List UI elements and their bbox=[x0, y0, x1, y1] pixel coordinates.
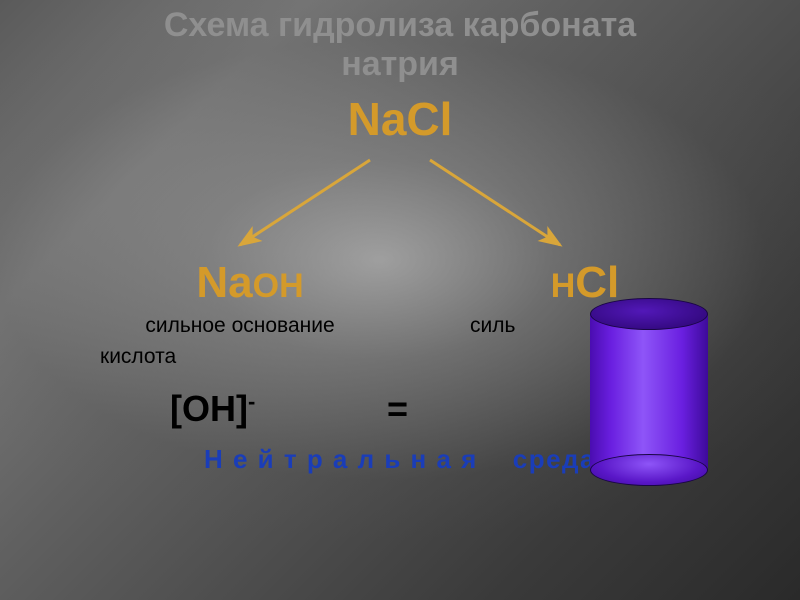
ion-left-base: [OH] bbox=[170, 388, 248, 429]
cylinder-bottom bbox=[590, 454, 708, 486]
branch-left-small: OH bbox=[253, 267, 304, 305]
title-line-2: натрия bbox=[341, 45, 459, 83]
branch-left: NaOH bbox=[120, 258, 380, 308]
ion-equals: = bbox=[387, 388, 408, 430]
arrow-left bbox=[240, 160, 370, 245]
branch-left-big: Na bbox=[196, 258, 252, 307]
ion-left-sup: - bbox=[248, 389, 255, 414]
decomposition-arrows bbox=[0, 150, 800, 260]
env-spaced: Н е й т р а л ь н а я bbox=[204, 444, 478, 474]
title-line-1: Схема гидролиза карбоната bbox=[164, 6, 636, 44]
main-formula: NaCl bbox=[0, 92, 800, 146]
branch-right-small: H bbox=[551, 267, 576, 305]
cylinder-graphic bbox=[590, 298, 708, 486]
arrow-right bbox=[430, 160, 560, 245]
desc-left-line2: кислота bbox=[100, 345, 270, 369]
cylinder-top bbox=[590, 298, 708, 330]
desc-left-line1: сильное основание bbox=[100, 314, 380, 338]
env-word2: среда bbox=[513, 444, 596, 474]
ion-left: [OH]- bbox=[170, 388, 255, 430]
slide-title: Схема гидролиза карбоната натрия bbox=[0, 6, 800, 84]
cylinder-body bbox=[590, 314, 708, 470]
